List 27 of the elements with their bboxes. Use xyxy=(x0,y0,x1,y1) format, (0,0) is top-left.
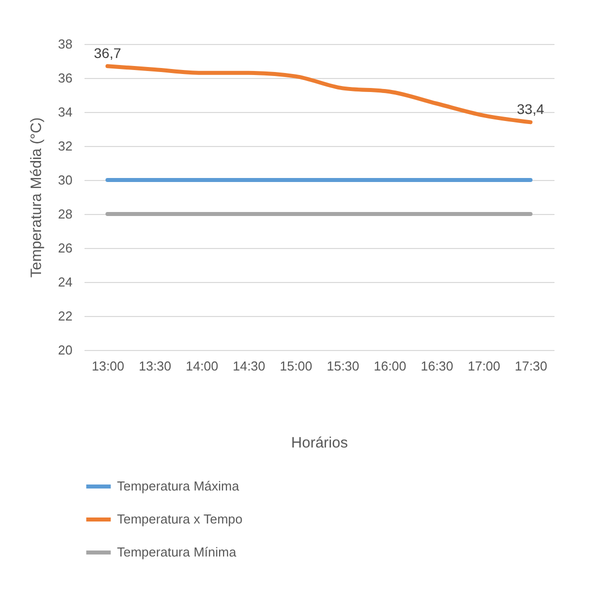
y-tick-label: 36 xyxy=(58,70,72,86)
data-label: 36,7 xyxy=(94,45,122,62)
y-tick-label: 34 xyxy=(58,104,72,120)
y-axis-title: Temperatura Média (°C) xyxy=(28,117,46,278)
x-tick-label: 15:00 xyxy=(280,358,312,374)
y-tick-label: 24 xyxy=(58,274,72,290)
x-tick-label: 14:30 xyxy=(232,358,266,374)
y-tick-label: 32 xyxy=(58,138,72,154)
y-tick-label: 26 xyxy=(58,240,72,256)
legend-label: Temperatura Máxima xyxy=(117,478,240,494)
legend-label: Temperatura Mínima xyxy=(117,544,237,560)
x-tick-label: 13:30 xyxy=(138,358,172,374)
x-tick-label: 17:30 xyxy=(514,358,548,374)
y-tick-label: 22 xyxy=(58,308,72,324)
data-label: 33,4 xyxy=(516,101,544,118)
y-tick-label: 30 xyxy=(58,172,72,188)
x-tick-label: 16:30 xyxy=(420,358,454,374)
x-tick-label: 16:00 xyxy=(374,358,406,374)
x-axis-title: Horários xyxy=(291,434,348,452)
y-tick-label: 38 xyxy=(58,36,72,52)
y-tick-label: 20 xyxy=(58,342,72,358)
x-tick-label: 14:00 xyxy=(186,358,218,374)
x-tick-label: 15:30 xyxy=(326,358,360,374)
x-tick-label: 17:00 xyxy=(468,358,500,374)
y-tick-label: 28 xyxy=(58,206,72,222)
x-tick-label: 13:00 xyxy=(92,358,124,374)
legend-label: Temperatura x Tempo xyxy=(117,512,242,526)
